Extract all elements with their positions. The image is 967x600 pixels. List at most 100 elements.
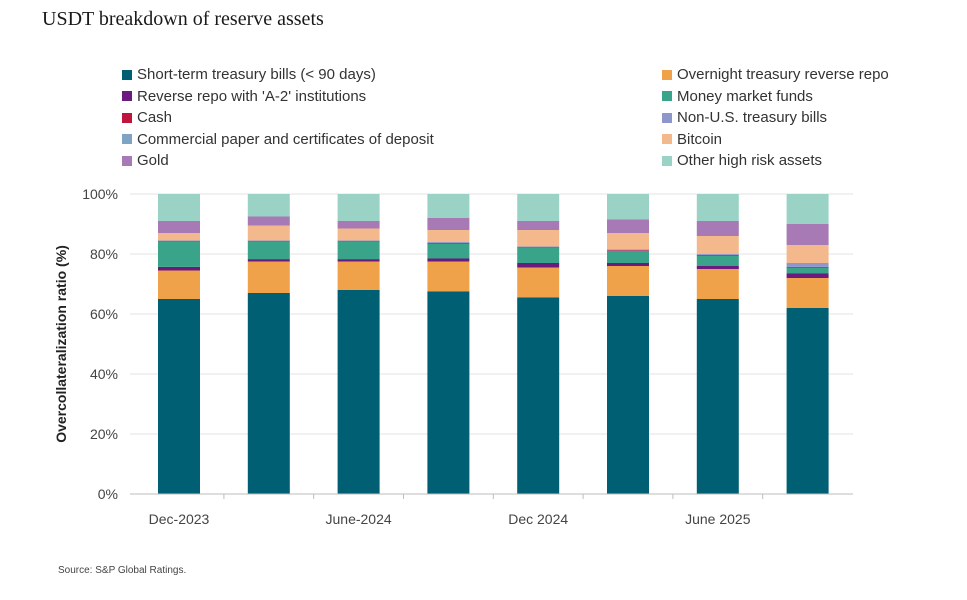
source-note: Source: S&P Global Ratings. <box>58 565 187 576</box>
bar-segment <box>427 230 470 242</box>
bar-segment <box>607 251 649 263</box>
y-tick-label: 80% <box>90 246 118 262</box>
legend-label: Money market funds <box>677 87 813 105</box>
bar-segment <box>607 219 649 233</box>
bars <box>158 194 829 494</box>
bar-segment <box>427 261 470 292</box>
bar-segment <box>607 250 649 251</box>
legend-swatch <box>662 69 672 80</box>
axes: 0% 20% 40% 60% 80% 100% Dec-2023 June-2024 Dec 2… <box>82 186 853 527</box>
legend-item-money-market-funds: Money market funds <box>662 86 962 108</box>
bar-segment <box>786 224 829 245</box>
bar-segment <box>517 194 560 221</box>
bar-segment <box>786 263 829 267</box>
bar-segment <box>337 290 380 494</box>
bar-segment <box>607 233 649 250</box>
bar-segment <box>337 221 380 229</box>
chart-legend: Short-term treasury bills (< 90 days) Ov… <box>122 64 962 174</box>
legend-label: Bitcoin <box>677 130 723 148</box>
x-tick-label: June-2024 <box>326 511 392 527</box>
bar-segment <box>337 228 380 241</box>
legend-swatch <box>122 69 132 80</box>
bar-segment <box>337 261 380 290</box>
bar-segment <box>427 291 470 494</box>
bar-segment <box>786 308 829 494</box>
legend-swatch <box>662 134 672 145</box>
bar-segment <box>158 241 200 242</box>
bar-segment <box>696 236 739 254</box>
bar-segment <box>517 267 560 298</box>
bar-segment <box>696 269 739 299</box>
bar-segment <box>517 248 560 263</box>
legend-label: Reverse repo with 'A-2' institutions <box>137 87 367 105</box>
bar-segment <box>696 194 739 221</box>
bar-segment <box>696 254 739 256</box>
legend-label: Gold <box>137 152 169 170</box>
legend-swatch <box>122 112 132 123</box>
y-axis-title: Overcollateralization ratio (%) <box>53 245 69 443</box>
bar-segment <box>607 194 649 220</box>
bar-segment <box>607 266 649 296</box>
x-tick-label: June 2025 <box>685 511 751 527</box>
bar-segment <box>696 221 739 236</box>
y-tick-label: 40% <box>90 366 118 382</box>
bar-segment <box>517 297 560 494</box>
bar-segment <box>427 258 470 262</box>
bar-segment <box>607 249 649 251</box>
bar-segment <box>696 266 739 269</box>
bar-segment <box>158 266 200 271</box>
legend-swatch <box>662 155 672 166</box>
legend-item-other-high-risk-assets: Other high risk assets <box>662 150 962 172</box>
legend-item-cash: Cash <box>122 107 662 129</box>
bar-segment <box>696 299 739 494</box>
bar-segment <box>427 243 470 259</box>
gridlines <box>130 193 853 435</box>
bar-segment <box>337 241 380 242</box>
bar-segment <box>158 194 200 221</box>
legend-swatch <box>122 134 132 145</box>
legend-item-non-us-treasury-bills: Non-U.S. treasury bills <box>662 107 962 129</box>
bar-segment <box>247 293 290 494</box>
bar-segment <box>247 259 290 262</box>
bar-segment <box>247 261 290 293</box>
y-tick-label: 0% <box>98 486 118 502</box>
x-tick-label: Dec 2024 <box>508 511 568 527</box>
bar-segment <box>786 245 829 263</box>
bar-segment <box>517 230 560 247</box>
bar-segment <box>786 273 829 278</box>
legend-item-commercial-paper: Commercial paper and certificates of dep… <box>122 129 662 151</box>
bar-segment <box>696 255 739 266</box>
y-tick-label: 100% <box>82 186 118 202</box>
bar-segment <box>337 242 380 260</box>
bar-segment <box>337 194 380 221</box>
bar-segment <box>158 270 200 299</box>
legend-label: Other high risk assets <box>677 152 823 170</box>
bar-segment <box>247 194 290 217</box>
bar-segment <box>786 267 829 274</box>
bar-segment <box>247 216 290 226</box>
legend-label: Commercial paper and certificates of dep… <box>137 130 434 148</box>
bar-segment <box>158 233 200 241</box>
bar-segment <box>517 263 560 268</box>
bar-segment <box>427 242 470 244</box>
legend-label: Cash <box>137 109 173 127</box>
bar-segment <box>158 221 200 233</box>
bar-segment <box>696 254 739 255</box>
bar-segment <box>786 266 829 268</box>
bar-segment <box>607 263 649 266</box>
bar-segment <box>517 221 560 230</box>
bar-segment <box>607 296 649 494</box>
y-tick-label: 20% <box>90 426 118 442</box>
legend-swatch <box>122 91 132 102</box>
legend-label: Short-term treasury bills (< 90 days) <box>137 66 376 84</box>
legend-item-reverse-repo-a2: Reverse repo with 'A-2' institutions <box>122 86 662 108</box>
bar-segment <box>158 242 200 267</box>
legend-swatch <box>122 155 132 166</box>
bar-segment <box>427 218 470 230</box>
legend-swatch <box>662 91 672 102</box>
legend-item-overnight-reverse-repo: Overnight treasury reverse repo <box>662 64 962 86</box>
x-tick-label: Dec-2023 <box>149 511 210 527</box>
bar-segment <box>158 299 200 494</box>
legend-item-short-term-treasury-bills: Short-term treasury bills (< 90 days) <box>122 64 662 86</box>
